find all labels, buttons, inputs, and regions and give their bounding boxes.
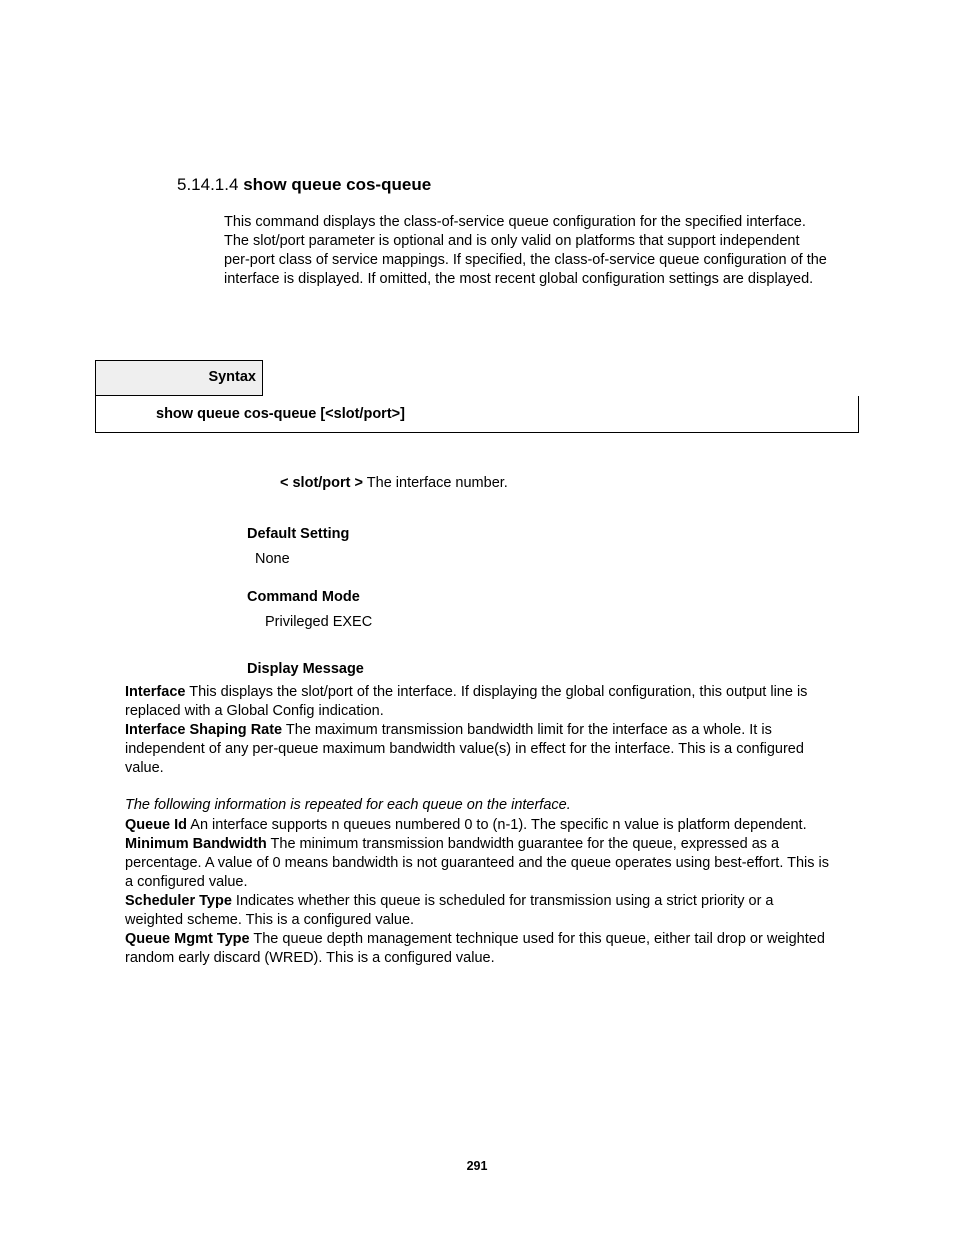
interface-field: Interface This displays the slot/port of…: [125, 683, 829, 721]
syntax-command: show queue cos-queue [<slot/port>]: [95, 396, 859, 433]
default-setting-label: Default Setting: [247, 525, 829, 545]
parameter-name: < slot/port >: [280, 475, 363, 491]
document-page: 5.14.1.4 show queue cos-queue This comma…: [0, 0, 954, 1235]
section-number: 5.14.1.4: [177, 175, 238, 194]
repeat-note-text: The following information is repeated fo…: [125, 797, 571, 813]
scheduler-type-field: Scheduler Type Indicates whether this qu…: [125, 892, 829, 930]
queue-id-field: Queue Id An interface supports n queues …: [125, 816, 829, 835]
interface-label: Interface: [125, 684, 185, 700]
min-bandwidth-field: Minimum Bandwidth The minimum transmissi…: [125, 835, 829, 892]
intro-paragraph: This command displays the class-of-servi…: [224, 213, 829, 290]
section-title: show queue cos-queue: [243, 175, 431, 194]
interface-text: This displays the slot/port of the inter…: [125, 684, 807, 719]
parameter-line: < slot/port > The interface number.: [280, 475, 829, 491]
shaping-rate-field: Interface Shaping Rate The maximum trans…: [125, 721, 829, 778]
queue-mgmt-label: Queue Mgmt Type: [125, 931, 250, 947]
command-mode-label: Command Mode: [247, 588, 829, 608]
settings-block: Default Setting None Command Mode Privil…: [247, 525, 829, 633]
section-heading: 5.14.1.4 show queue cos-queue: [177, 175, 829, 195]
default-setting-value: None: [255, 550, 829, 570]
queue-id-label: Queue Id: [125, 817, 187, 833]
page-number: 291: [0, 1159, 954, 1173]
shaping-rate-label: Interface Shaping Rate: [125, 722, 282, 738]
queue-mgmt-field: Queue Mgmt Type The queue depth manageme…: [125, 930, 829, 968]
syntax-label: Syntax: [95, 360, 263, 396]
command-mode-value: Privileged EXEC: [265, 613, 829, 633]
queue-id-text: An interface supports n queues numbered …: [187, 817, 807, 833]
parameter-desc: The interface number.: [363, 475, 508, 491]
scheduler-type-label: Scheduler Type: [125, 893, 232, 909]
syntax-box: Syntax show queue cos-queue [<slot/port>…: [95, 360, 859, 433]
min-bandwidth-label: Minimum Bandwidth: [125, 836, 267, 852]
display-message-header: Display Message: [247, 661, 829, 677]
repeat-note: The following information is repeated fo…: [125, 796, 829, 815]
spacer: [125, 778, 829, 796]
